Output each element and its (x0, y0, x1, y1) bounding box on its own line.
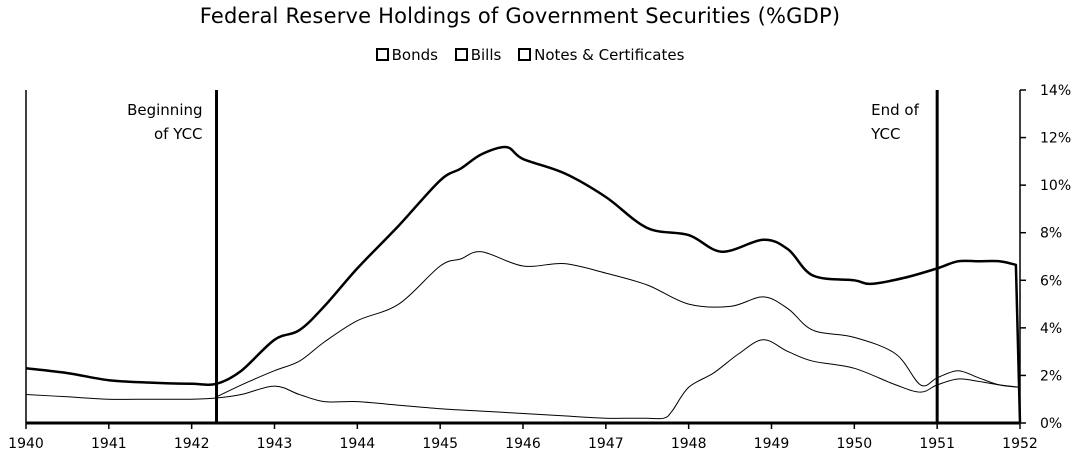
y-tick-label: 10% (1040, 178, 1071, 194)
x-tick-label: 1945 (422, 436, 458, 452)
series-line-bills (216, 251, 1021, 398)
y-tick-label: 14% (1040, 83, 1071, 99)
x-tick-label: 1943 (257, 436, 293, 452)
legend-label-bonds: Bonds (391, 46, 438, 64)
x-tick-label: 1950 (837, 436, 873, 452)
y-tick-label: 0% (1040, 416, 1062, 432)
x-tick-label: 1951 (919, 436, 955, 452)
series-line-bonds (25, 339, 1021, 420)
y-tick-label: 12% (1040, 131, 1071, 147)
y-tick-label: 2% (1040, 368, 1062, 384)
x-tick-label: 1946 (505, 436, 541, 452)
x-tick-label: 1948 (671, 436, 707, 452)
y-tick-label: 6% (1040, 273, 1062, 289)
legend-swatch-bills (454, 48, 468, 61)
x-tick-label: 1944 (340, 436, 376, 452)
x-tick-label: 1942 (174, 436, 210, 452)
legend: Bonds Bills Notes & Certificates (0, 46, 1060, 64)
legend-label-notes: Notes & Certificates (534, 46, 685, 64)
legend-item-notes: Notes & Certificates (518, 46, 684, 64)
legend-swatch-bonds (375, 48, 389, 61)
legend-label-bills: Bills (470, 46, 502, 64)
annotation-end-of-ycc: End of (871, 101, 919, 119)
annotation-beginning-of-ycc: of YCC (154, 125, 203, 143)
annotation-end-of-ycc: YCC (870, 125, 900, 143)
x-tick-label: 1952 (1002, 436, 1038, 452)
legend-item-bonds: Bonds (375, 46, 438, 64)
legend-swatch-notes (518, 48, 532, 61)
x-tick-label: 1941 (91, 436, 127, 452)
y-tick-label: 4% (1040, 321, 1062, 337)
y-tick-label: 8% (1040, 226, 1062, 242)
legend-item-bills: Bills (454, 46, 502, 64)
x-tick-label: 1940 (8, 436, 44, 452)
chart-title: Federal Reserve Holdings of Government S… (199, 4, 841, 28)
annotation-beginning-of-ycc: Beginning (127, 101, 202, 119)
series-line-notes-certificates (25, 145, 1022, 424)
x-tick-label: 1947 (588, 436, 624, 452)
x-tick-label: 1949 (754, 436, 790, 452)
